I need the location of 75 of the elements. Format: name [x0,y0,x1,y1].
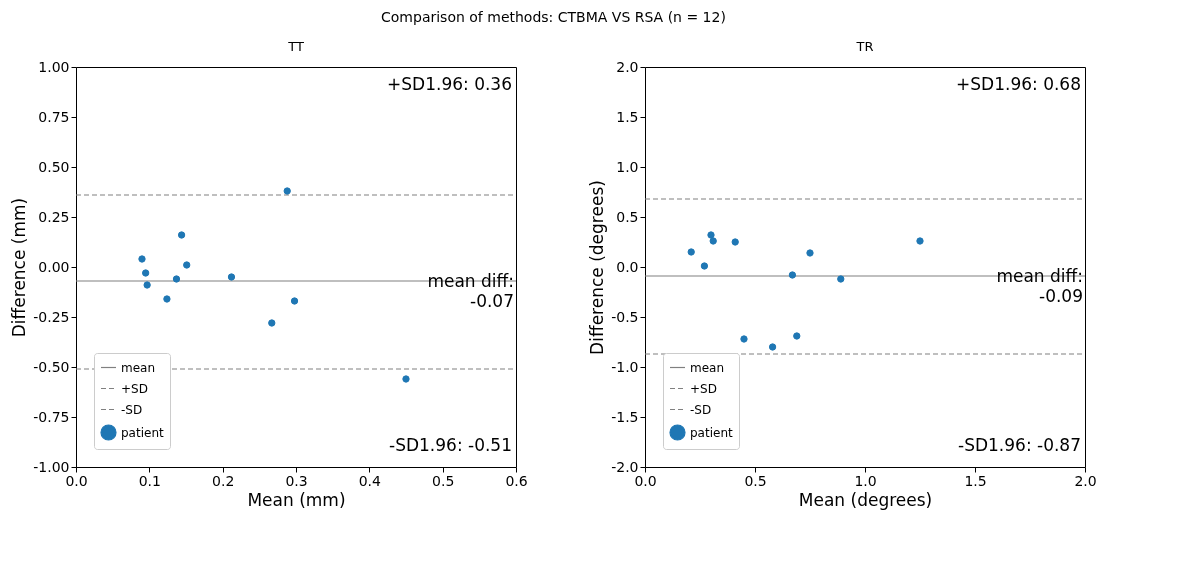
point [227,273,236,281]
y-tick-label: 2.0 [616,58,639,75]
point [183,261,191,269]
y-tick-label: 0.0 [616,258,639,275]
point [177,231,186,239]
point [290,297,299,305]
x-tick-label: 0.0 [65,472,88,489]
legend-label: +SD [121,381,148,396]
point [687,248,695,256]
point [731,238,739,246]
legend-label: -SD [121,402,143,417]
x-tick-label: 0.2 [212,472,235,489]
x-tick-label: 2.0 [1074,472,1097,489]
y-tick-label: -0.75 [33,408,70,425]
point [142,269,150,277]
y-axis-title: Difference (degrees) [587,180,608,355]
legend-label: mean [690,360,725,375]
x-tick-label: 0.3 [285,472,308,489]
x-tick-label: 0.1 [138,472,161,489]
point [768,343,777,351]
point [806,249,814,257]
chart-title: TT [287,39,304,54]
legend-label: mean [121,360,156,375]
annotation: mean diff: -0.07 [427,271,514,311]
x-tick-label: 1.5 [964,472,987,489]
x-axis-title: Mean (degrees) [798,489,933,510]
x-tick-label: 0.5 [432,472,455,489]
y-tick-label: 0.00 [38,258,70,275]
text: Comparison of methods: CTBMA VS RSA (n = 12) [381,8,726,25]
point [268,319,276,327]
y-tick-label: -0.25 [33,308,70,325]
y-tick-label: -2.0 [611,458,639,475]
y-axis-title: Difference (mm) [9,197,30,338]
x-tick-label: 1.0 [854,472,877,489]
legend-label: patient [121,425,164,440]
point [143,281,151,289]
point [163,295,171,303]
legend-label: +SD [690,381,717,396]
x-tick-label: 0.0 [634,472,657,489]
y-tick-label: 0.5 [616,208,639,225]
y-tick-label: 1.5 [616,108,639,125]
legend-label: patient [690,425,733,440]
annotation: +SD1.96: 0.36 [387,74,512,94]
annotation: -SD1.96: -0.87 [958,435,1081,455]
y-tick-label: 1.0 [616,158,639,175]
point [740,335,748,343]
y-tick-label: -1.00 [33,458,70,475]
x-tick-label: 0.5 [744,472,767,489]
point [707,231,715,239]
x-axis-title: Mean (mm) [247,489,346,510]
point [837,275,845,283]
y-tick-label: 0.50 [38,158,70,175]
annotation: +SD1.96: 0.68 [956,74,1081,94]
point [283,187,291,195]
chart-title: TR [855,39,874,54]
x-tick-label: 0.4 [358,472,382,489]
legend-label: -SD [690,402,712,417]
x-tick-label: 0.6 [505,472,528,489]
point [916,237,924,245]
y-tick-label: 0.75 [38,108,70,125]
point [788,271,797,279]
annotation: -SD1.96: -0.51 [389,435,512,455]
point [138,255,146,263]
y-tick-label: -1.5 [611,408,639,425]
y-tick-label: -1.0 [611,358,639,375]
y-tick-label: 0.25 [38,208,70,225]
y-tick-label: -0.50 [33,358,70,375]
point [700,262,709,270]
y-tick-label: -0.5 [611,308,639,325]
point [709,237,717,245]
point [172,275,181,283]
annotation: mean diff: -0.09 [996,266,1083,306]
y-tick-label: 1.00 [38,58,70,75]
point [402,375,410,383]
point [793,332,801,340]
